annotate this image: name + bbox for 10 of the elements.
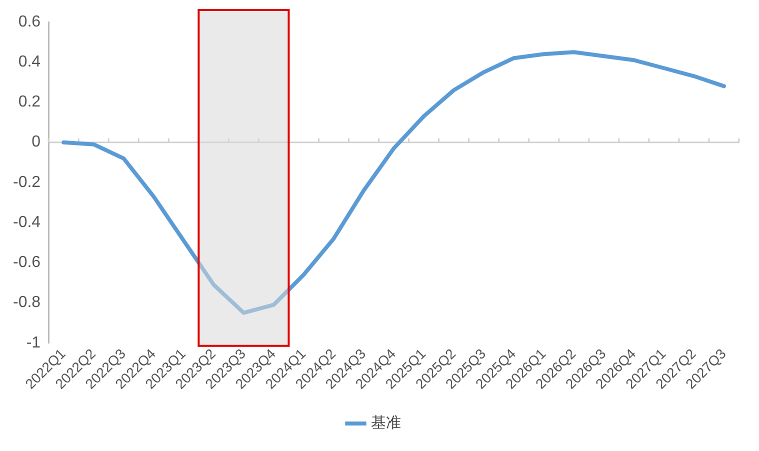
y-tick-label: -1 xyxy=(26,334,41,352)
y-tick-label: -0.4 xyxy=(12,214,41,231)
y-tick-label: 0 xyxy=(32,134,41,151)
y-tick-label: -0.6 xyxy=(12,254,41,272)
y-tick-label: -0.8 xyxy=(12,294,41,312)
y-tick-label: -0.2 xyxy=(12,174,41,191)
y-tick-label: 0.4 xyxy=(18,54,41,71)
y-tick-label: 0.2 xyxy=(18,94,41,111)
y-tick-label: 0.6 xyxy=(18,13,41,30)
legend-label: 基准 xyxy=(370,413,401,432)
